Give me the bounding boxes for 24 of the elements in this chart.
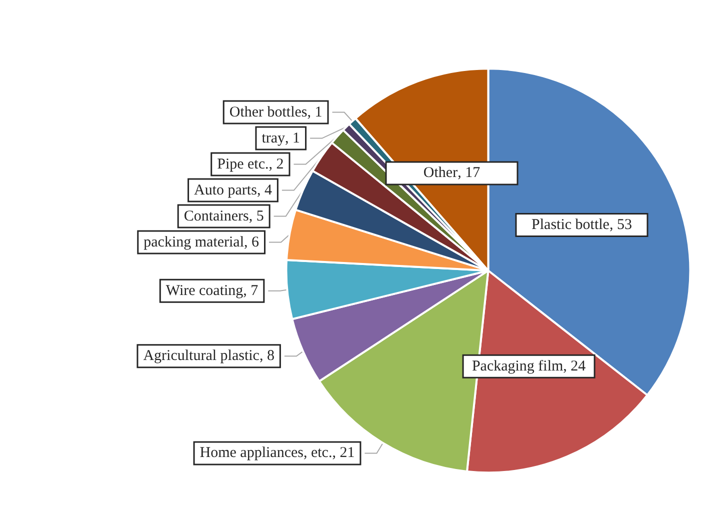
slice-label: Packaging film [472,358,564,374]
slice-label: tray [262,130,286,146]
slice-label: Plastic bottle [532,217,610,234]
slice-label: Pipe etc. [217,156,269,172]
data-label: , 6 [244,234,260,250]
slice-label: Auto parts [194,182,258,198]
data-label: , 7 [243,282,259,299]
slice-label: Agricultural plastic [143,348,260,364]
data-label: , 17 [458,165,481,182]
slice-label: Wire coating [166,282,244,299]
data-label: , 1 [285,130,300,146]
data-label: , 5 [248,208,264,224]
data-label: , 1 [307,104,322,120]
data-label: , 21 [332,445,355,462]
data-label: , 8 [259,348,274,364]
data-label: , 24 [563,358,586,374]
slice-label: packing material [144,234,244,250]
slice-label: Home appliances, etc. [200,445,332,462]
data-label: , 2 [268,156,284,172]
data-label: , 4 [256,182,272,198]
data-label: , 53 [609,217,632,234]
slice-label: Other [423,165,458,182]
slice-label: Containers [184,208,249,224]
slice-label: Other bottles [229,104,308,120]
